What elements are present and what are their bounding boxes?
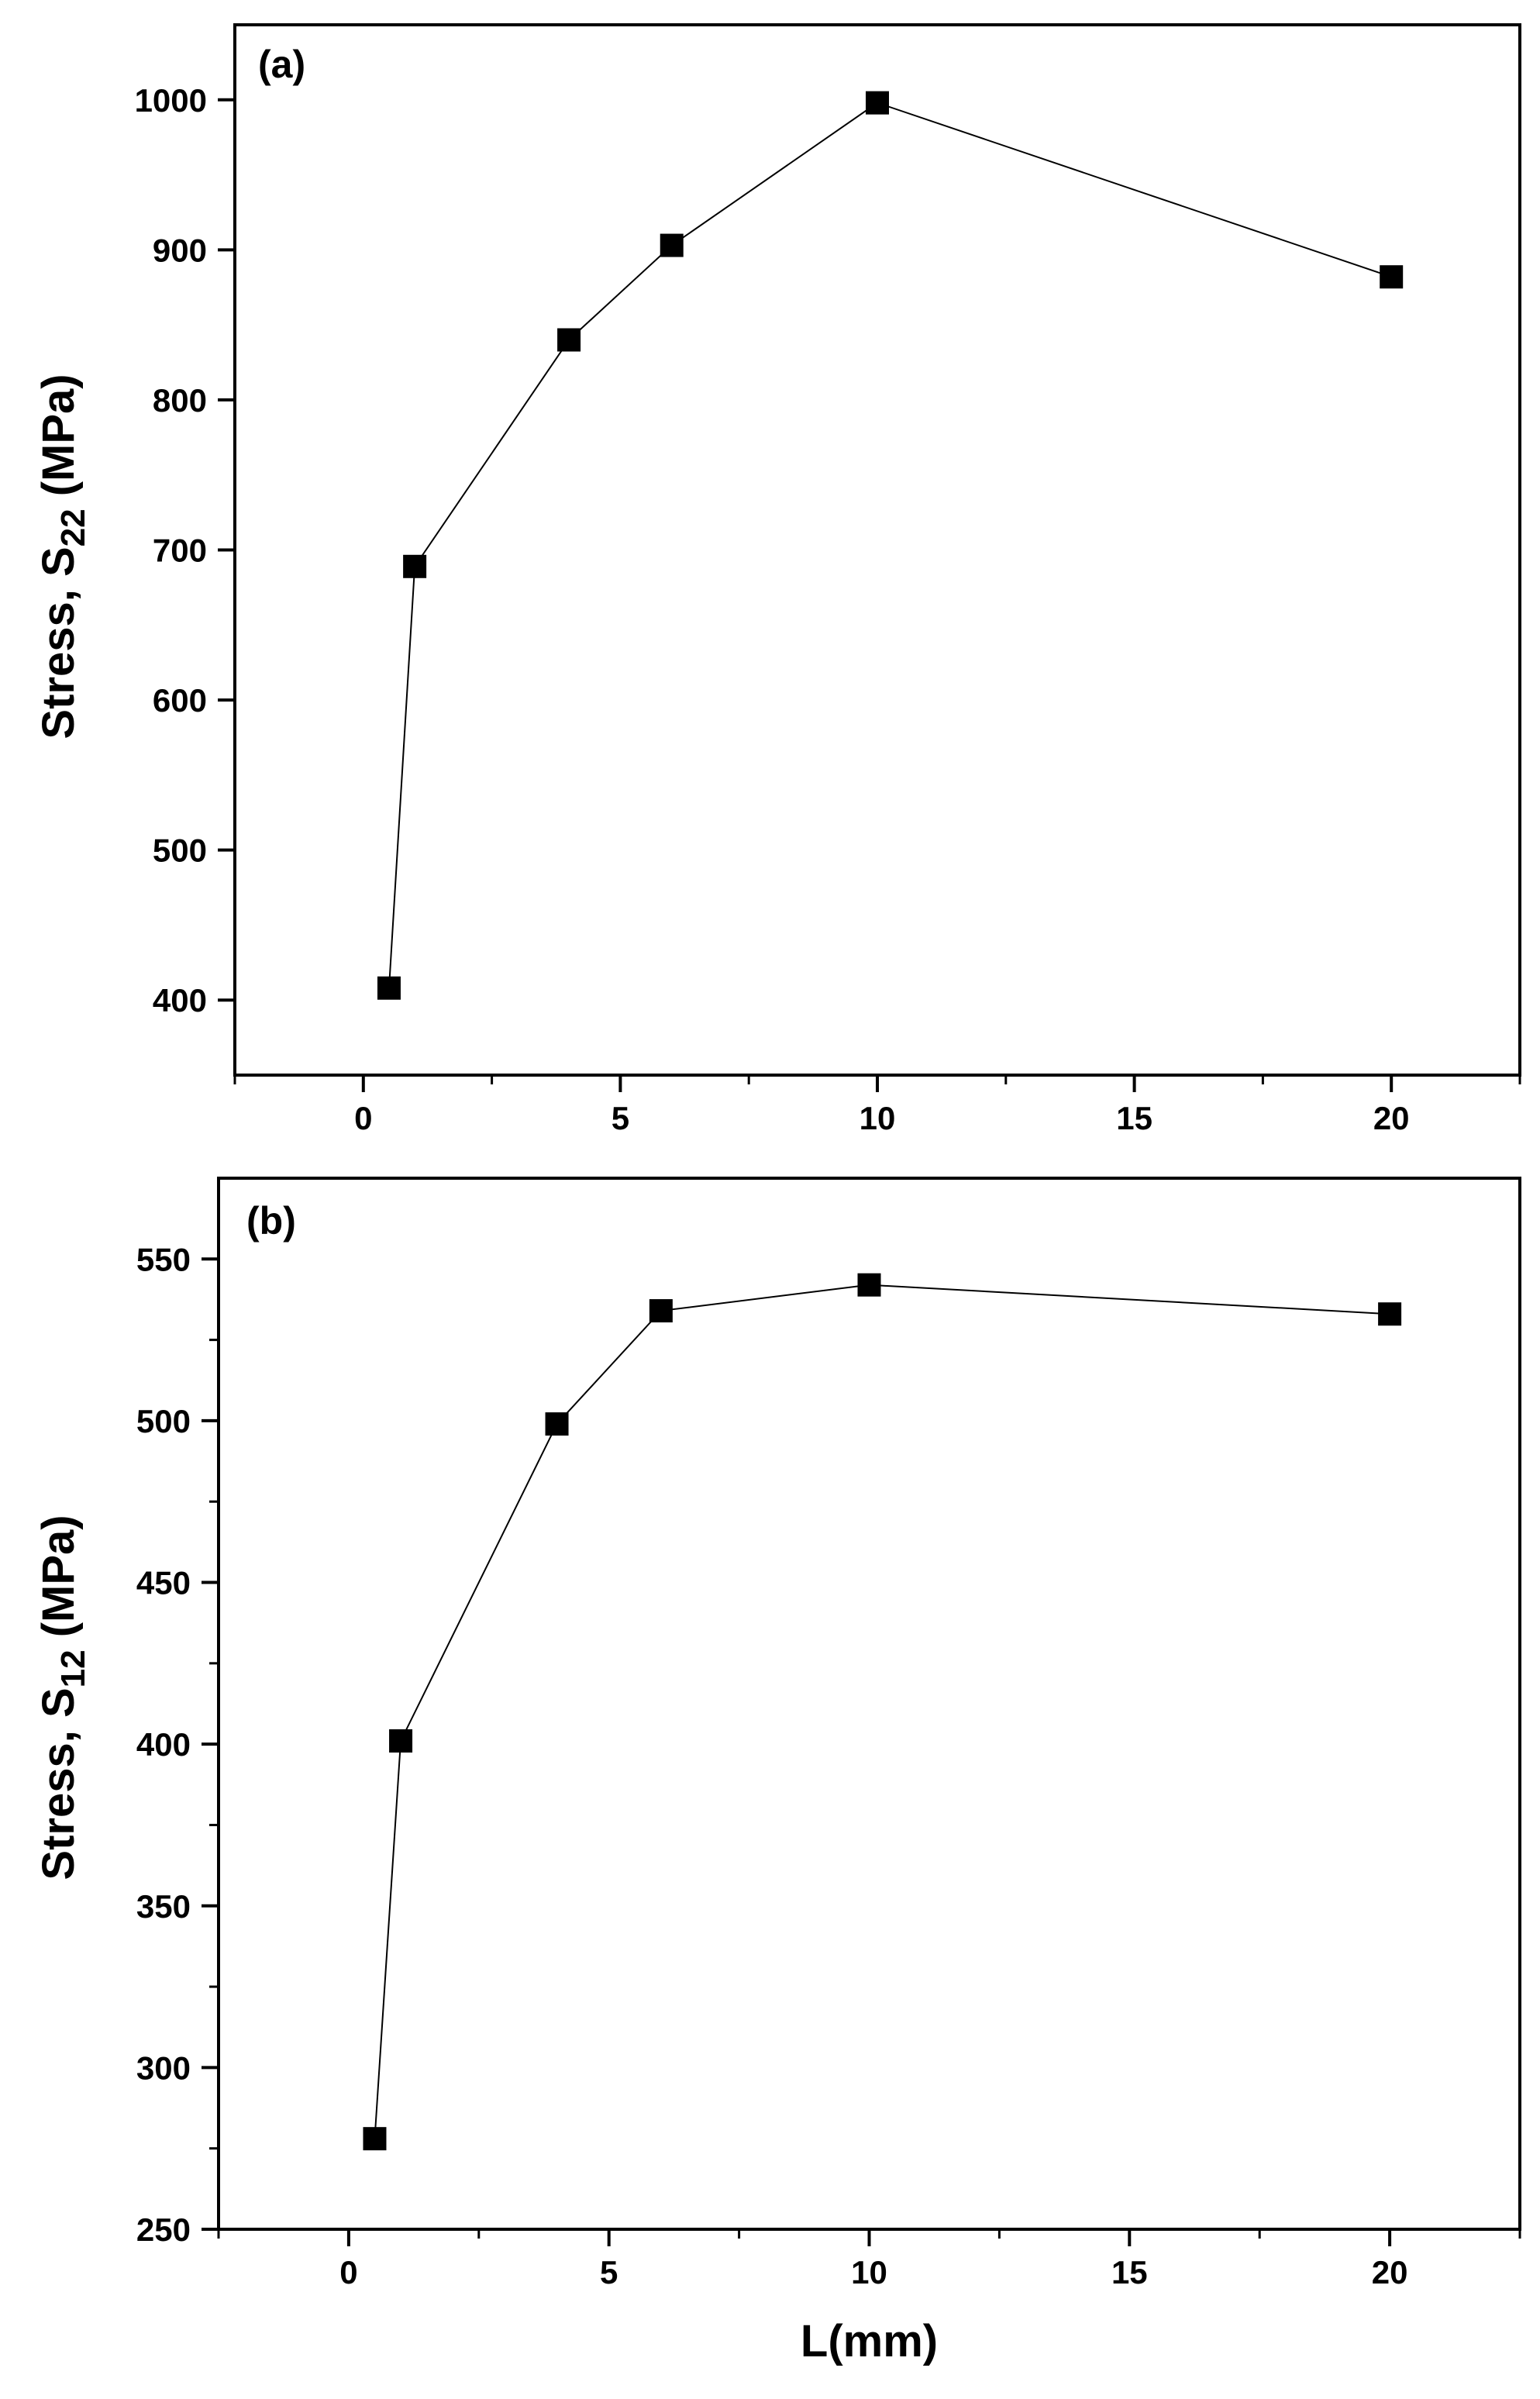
panel-a: 0 5 10 15 20 400 500 600 700 800 900 1000 (a) Stress,… bbox=[33, 23, 1521, 1136]
x-tick-label: 10 bbox=[860, 1100, 896, 1136]
panel-b: 0 5 10 15 20 250 300 350 400 450 500 550 (b) Stress, … bbox=[33, 1177, 1521, 2366]
plot-frame bbox=[233, 23, 1521, 1077]
data-point bbox=[1380, 265, 1404, 289]
data-point bbox=[1378, 1302, 1402, 1326]
x-axis-label: L(mm) bbox=[801, 2316, 938, 2366]
y-axis-label: Stress, S12 (MPa) bbox=[33, 1515, 92, 1880]
x-tick-label: 15 bbox=[1111, 2254, 1148, 2290]
x-tick-label: 20 bbox=[1372, 2254, 1408, 2290]
y-tick-label: 600 bbox=[153, 682, 207, 719]
y-tick-label: 900 bbox=[153, 232, 207, 268]
panel-label: (b) bbox=[246, 1199, 296, 1243]
series-line bbox=[388, 102, 1392, 988]
y-tick-label: 250 bbox=[136, 2211, 191, 2248]
y-tick-label: 450 bbox=[136, 1565, 191, 1601]
x-tick-label: 5 bbox=[600, 2254, 618, 2290]
plot-frame bbox=[217, 1177, 1521, 2231]
y-tick-label: 500 bbox=[153, 832, 207, 869]
data-point bbox=[377, 976, 401, 1000]
x-tick-label: 0 bbox=[354, 1100, 372, 1136]
y-axis-label: Stress, S22 (MPa) bbox=[33, 374, 92, 739]
y-tick-label: 1000 bbox=[135, 82, 207, 119]
y-tick-label: 500 bbox=[136, 1403, 191, 1439]
data-point bbox=[403, 554, 427, 578]
x-tick-label: 5 bbox=[612, 1100, 629, 1136]
y-tick-label: 400 bbox=[153, 982, 207, 1019]
y-tick-label: 350 bbox=[136, 1888, 191, 1925]
y-tick-label: 700 bbox=[153, 533, 207, 569]
x-tick-label: 0 bbox=[339, 2254, 357, 2290]
series-line bbox=[374, 1284, 1390, 2139]
y-tick-label: 550 bbox=[136, 1241, 191, 1277]
data-point bbox=[557, 328, 581, 352]
data-point bbox=[660, 233, 684, 257]
y-tick-label: 400 bbox=[136, 1726, 191, 1763]
data-point bbox=[649, 1299, 673, 1323]
data-point bbox=[857, 1273, 881, 1297]
y-tick-label: 300 bbox=[136, 2049, 191, 2086]
data-point bbox=[389, 1729, 413, 1753]
data-point bbox=[866, 91, 889, 115]
x-tick-label: 10 bbox=[851, 2254, 887, 2290]
data-point bbox=[545, 1412, 569, 1436]
data-point bbox=[363, 2127, 387, 2151]
panel-label: (a) bbox=[258, 43, 305, 86]
y-tick-label: 800 bbox=[153, 382, 207, 419]
x-tick-label: 15 bbox=[1116, 1100, 1152, 1136]
x-tick-label: 20 bbox=[1373, 1100, 1410, 1136]
